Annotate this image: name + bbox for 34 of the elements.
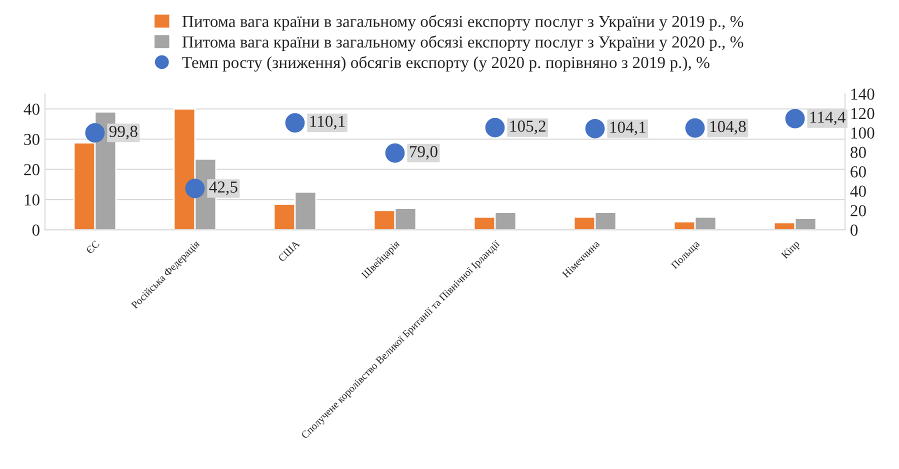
y-tick-label: 10 — [24, 194, 40, 206]
y2-tick-label: 0 — [850, 224, 858, 236]
point — [85, 123, 105, 143]
y2-tick-label: 120 — [851, 108, 874, 120]
y2-tick-label: 40 — [850, 186, 866, 197]
data-label: 105,2 — [510, 120, 546, 134]
x-tick-label: ЄС — [86, 240, 100, 254]
point — [585, 118, 605, 138]
data-label: 104,8 — [710, 120, 746, 135]
legend-label: Темп росту (зниження) обсягів експорту (у 2020 р. порівняно з 2019 р.), % — [182, 56, 710, 72]
point — [385, 143, 405, 163]
y-tick-label: 30 — [24, 134, 40, 146]
point — [285, 113, 305, 133]
data-label: 42,5 — [209, 181, 238, 196]
y-tick-label: 20 — [24, 164, 40, 176]
data-label: 104,1 — [610, 122, 646, 136]
y2-tick-label: 140 — [851, 88, 874, 100]
data-label: 99,8 — [109, 126, 138, 140]
legend-label: Питома вага країни в загальному обсязі експорту послуг з України у 2019 р., % — [182, 15, 744, 31]
y-tick-label: 0 — [32, 224, 40, 236]
y2-tick-label: 60 — [850, 166, 866, 178]
point — [685, 118, 705, 138]
data-label: 110,1 — [310, 116, 345, 130]
point — [785, 108, 805, 128]
y2-tick-label: 100 — [851, 127, 874, 139]
point — [485, 118, 505, 138]
y2-tick-label: 20 — [850, 205, 866, 216]
data-label: 79,0 — [410, 146, 438, 160]
y2-tick-label: 80 — [850, 146, 866, 158]
point — [185, 178, 205, 198]
data-label: 114,4 — [810, 112, 846, 126]
y-tick-label: 40 — [24, 104, 40, 115]
x-tick-label: Кіпр — [780, 240, 802, 261]
legend-label: Питома вага країни в загальному обсязі експорту послуг з України у 2020 р., % — [182, 36, 744, 52]
